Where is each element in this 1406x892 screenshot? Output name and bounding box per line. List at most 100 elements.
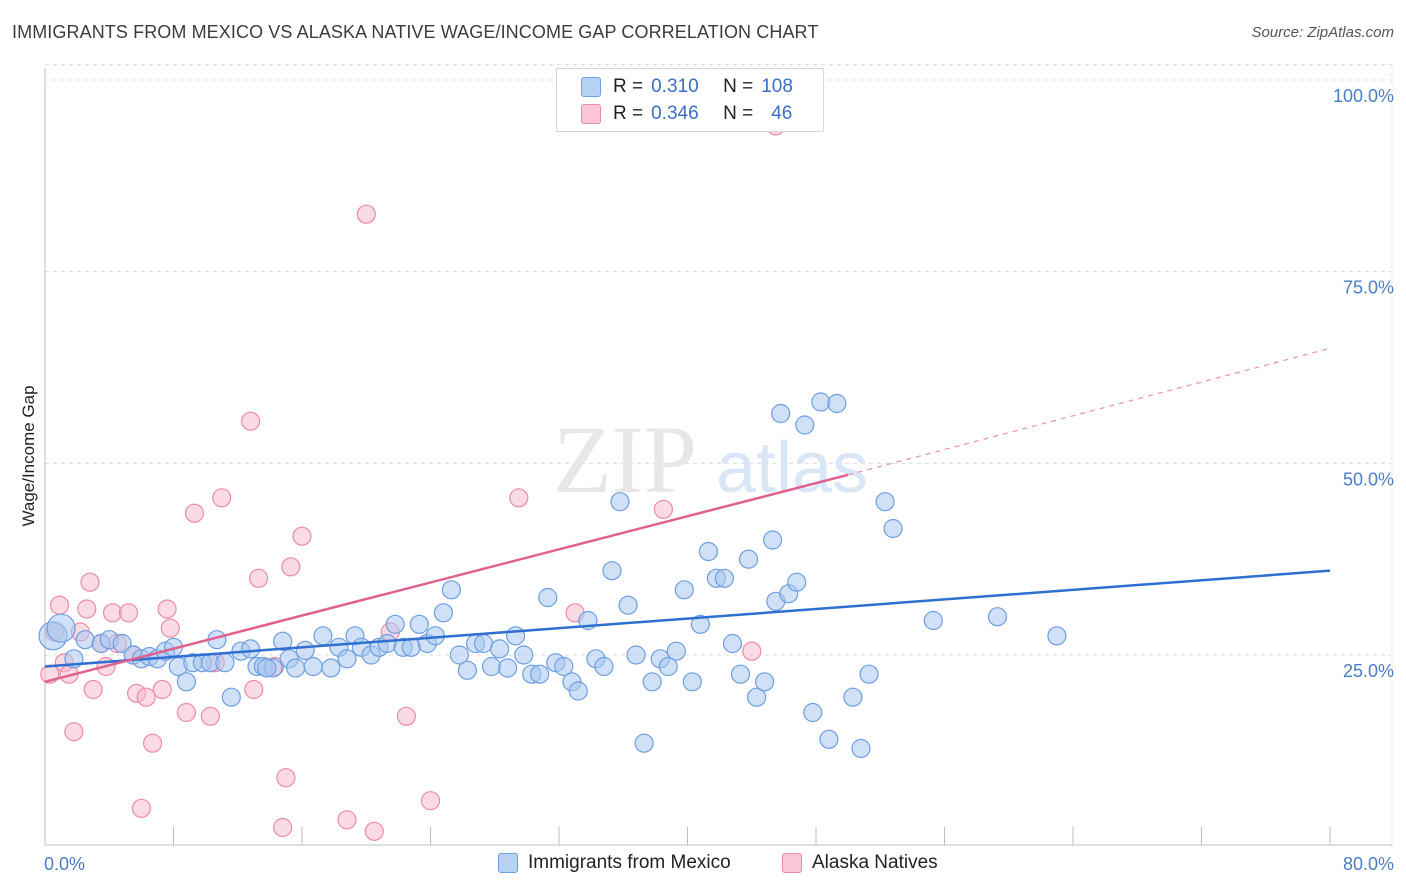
point-immigrants-from-mexico[interactable] xyxy=(473,633,494,654)
point-immigrants-from-mexico[interactable] xyxy=(843,687,863,707)
point-immigrants-from-mexico[interactable] xyxy=(303,656,323,677)
point-immigrants-from-mexico[interactable] xyxy=(987,607,1008,627)
point-immigrants-from-mexico[interactable] xyxy=(433,603,453,623)
point-immigrants-from-mexico[interactable] xyxy=(730,664,751,684)
point-immigrants-from-mexico[interactable] xyxy=(666,641,686,661)
point-alaska-natives[interactable] xyxy=(143,733,163,753)
point-immigrants-from-mexico[interactable] xyxy=(771,403,791,424)
point-immigrants-from-mexico[interactable] xyxy=(554,656,574,677)
point-alaska-natives[interactable] xyxy=(136,687,156,707)
point-immigrants-from-mexico[interactable] xyxy=(215,653,235,673)
point-immigrants-from-mexico[interactable] xyxy=(738,549,759,569)
point-immigrants-from-mexico[interactable] xyxy=(176,672,196,692)
point-immigrants-from-mexico[interactable] xyxy=(568,681,588,701)
point-immigrants-from-mexico[interactable] xyxy=(762,530,783,550)
point-immigrants-from-mexico[interactable] xyxy=(610,492,630,512)
point-alaska-natives[interactable] xyxy=(157,599,177,619)
point-immigrants-from-mexico[interactable] xyxy=(642,672,662,692)
point-alaska-natives[interactable] xyxy=(356,204,376,224)
point-immigrants-from-mexico[interactable] xyxy=(112,633,132,654)
point-immigrants-from-mexico[interactable] xyxy=(754,672,775,692)
point-immigrants-from-mexico[interactable] xyxy=(457,660,477,680)
point-alaska-natives[interactable] xyxy=(118,603,139,623)
point-immigrants-from-mexico[interactable] xyxy=(221,687,241,707)
point-immigrants-from-mexico[interactable] xyxy=(811,392,831,412)
point-alaska-natives[interactable] xyxy=(509,488,529,508)
point-alaska-natives[interactable] xyxy=(420,791,441,811)
point-alaska-natives[interactable] xyxy=(80,572,100,592)
point-alaska-natives[interactable] xyxy=(64,722,84,742)
point-immigrants-from-mexico[interactable] xyxy=(698,541,719,562)
point-alaska-natives[interactable] xyxy=(152,679,172,700)
bottom-legend-item-alaska[interactable]: Alaska Natives xyxy=(782,852,938,874)
point-alaska-natives[interactable] xyxy=(653,499,674,519)
point-alaska-natives[interactable] xyxy=(276,768,296,788)
point-immigrants-from-mexico[interactable] xyxy=(449,645,469,665)
point-immigrants-from-mexico[interactable] xyxy=(875,492,895,512)
point-alaska-natives[interactable] xyxy=(364,821,384,841)
point-immigrants-from-mexico[interactable] xyxy=(682,672,702,692)
point-immigrants-from-mexico[interactable] xyxy=(795,415,815,435)
point-immigrants-from-mexico[interactable] xyxy=(273,631,293,651)
point-immigrants-from-mexico[interactable] xyxy=(409,614,429,634)
point-immigrants-from-mexico[interactable] xyxy=(313,626,333,646)
point-immigrants-from-mexico[interactable] xyxy=(538,587,558,608)
point-immigrants-from-mexico[interactable] xyxy=(658,656,678,677)
point-alaska-natives[interactable] xyxy=(176,702,196,723)
point-immigrants-from-mexico[interactable] xyxy=(498,658,518,678)
point-immigrants-from-mexico[interactable] xyxy=(746,687,767,707)
point-immigrants-from-mexico[interactable] xyxy=(618,595,638,615)
point-alaska-natives[interactable] xyxy=(281,557,301,577)
point-alaska-natives[interactable] xyxy=(244,679,264,700)
point-immigrants-from-mexico[interactable] xyxy=(594,656,614,677)
point-immigrants-from-mexico[interactable] xyxy=(401,637,421,657)
point-alaska-natives[interactable] xyxy=(396,706,416,726)
point-immigrants-from-mexico[interactable] xyxy=(714,568,735,588)
point-alaska-natives[interactable] xyxy=(83,679,103,700)
point-immigrants-from-mexico[interactable] xyxy=(690,614,711,634)
point-alaska-natives[interactable] xyxy=(200,706,220,726)
point-immigrants-from-mexico[interactable] xyxy=(674,580,694,600)
point-immigrants-from-mexico[interactable] xyxy=(1047,626,1067,646)
point-immigrants-from-mexico[interactable] xyxy=(75,630,95,650)
point-immigrants-from-mexico[interactable] xyxy=(883,518,903,539)
point-immigrants-from-mexico[interactable] xyxy=(490,639,510,659)
point-alaska-natives[interactable] xyxy=(77,599,97,619)
point-alaska-natives[interactable] xyxy=(249,568,269,588)
point-alaska-natives[interactable] xyxy=(102,603,123,623)
point-immigrants-from-mexico[interactable] xyxy=(286,658,306,678)
point-immigrants-from-mexico[interactable] xyxy=(602,561,622,581)
point-immigrants-from-mexico[interactable] xyxy=(923,610,943,631)
point-alaska-natives[interactable] xyxy=(241,411,261,431)
point-alaska-natives[interactable] xyxy=(337,810,357,830)
point-immigrants-from-mexico[interactable] xyxy=(859,664,879,684)
point-immigrants-from-mexico[interactable] xyxy=(241,639,261,659)
bottom-legend-item-mexico[interactable]: Immigrants from Mexico xyxy=(498,852,731,874)
point-immigrants-from-mexico[interactable] xyxy=(819,729,839,749)
point-immigrants-from-mexico[interactable] xyxy=(321,658,341,678)
point-alaska-natives[interactable] xyxy=(292,526,312,546)
point-immigrants-from-mexico[interactable] xyxy=(46,613,76,643)
point-immigrants-from-mexico[interactable] xyxy=(377,633,397,654)
point-immigrants-from-mexico[interactable] xyxy=(634,733,654,753)
point-alaska-natives[interactable] xyxy=(160,618,180,638)
point-immigrants-from-mexico[interactable] xyxy=(505,626,526,646)
point-immigrants-from-mexico[interactable] xyxy=(722,633,743,654)
point-immigrants-from-mexico[interactable] xyxy=(514,645,534,665)
point-immigrants-from-mexico[interactable] xyxy=(787,572,807,592)
point-alaska-natives[interactable] xyxy=(49,595,70,615)
point-immigrants-from-mexico[interactable] xyxy=(385,614,405,634)
point-immigrants-from-mexico[interactable] xyxy=(257,658,277,678)
point-alaska-natives[interactable] xyxy=(184,503,204,523)
point-immigrants-from-mexico[interactable] xyxy=(530,664,550,684)
point-alaska-natives[interactable] xyxy=(273,817,293,838)
point-immigrants-from-mexico[interactable] xyxy=(295,640,315,661)
point-alaska-natives[interactable] xyxy=(131,798,151,818)
point-immigrants-from-mexico[interactable] xyxy=(626,645,646,665)
point-immigrants-from-mexico[interactable] xyxy=(851,738,871,759)
point-immigrants-from-mexico[interactable] xyxy=(481,656,502,677)
point-alaska-natives[interactable] xyxy=(742,641,762,661)
point-immigrants-from-mexico[interactable] xyxy=(441,580,461,600)
point-immigrants-from-mexico[interactable] xyxy=(337,649,357,669)
point-immigrants-from-mexico[interactable] xyxy=(803,702,823,723)
